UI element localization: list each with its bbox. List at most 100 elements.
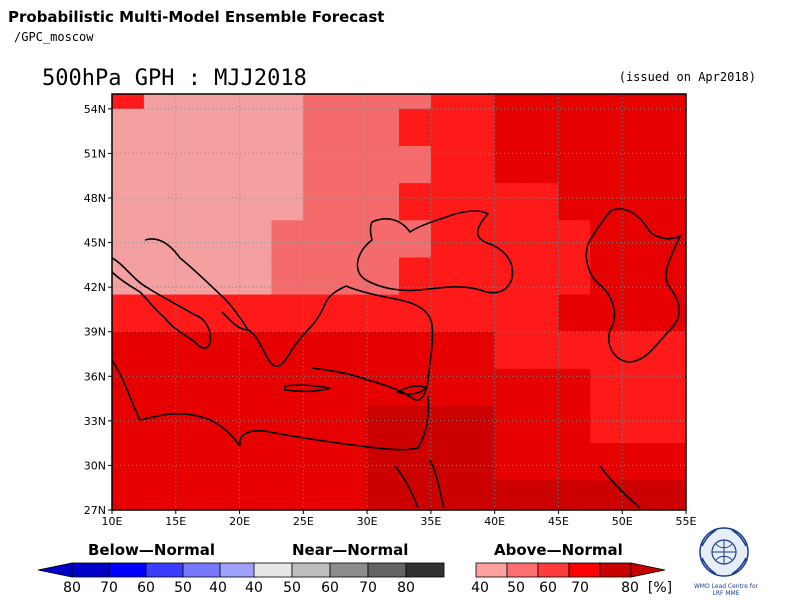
field-cell bbox=[175, 108, 209, 147]
legend-tick-label: 50 bbox=[507, 580, 525, 596]
field-cell bbox=[590, 108, 623, 147]
field-cell bbox=[494, 220, 528, 258]
field-cell bbox=[175, 183, 209, 221]
field-cell bbox=[430, 480, 464, 511]
field-cell bbox=[143, 368, 177, 407]
legend-tick-label: 50 bbox=[174, 580, 192, 596]
field-cell bbox=[622, 220, 655, 258]
lat-label: 51N bbox=[84, 147, 106, 160]
field-cell bbox=[239, 294, 272, 333]
field-cell bbox=[335, 294, 368, 333]
coast-red-sea bbox=[394, 459, 641, 509]
field-cell bbox=[367, 406, 400, 444]
legend-swatch bbox=[475, 562, 508, 578]
field-cell bbox=[303, 183, 336, 221]
field-cell bbox=[526, 368, 559, 407]
field-cell bbox=[494, 480, 528, 511]
field-cell bbox=[430, 146, 464, 184]
field-cell bbox=[271, 443, 304, 481]
field-cell bbox=[112, 443, 145, 481]
field-cell bbox=[303, 368, 336, 407]
field-cell bbox=[654, 257, 687, 296]
legend-tick-label: 60 bbox=[321, 580, 339, 596]
field-cell bbox=[430, 406, 464, 444]
legend-tick-label: 50 bbox=[283, 580, 301, 596]
field-cell bbox=[462, 94, 496, 110]
field-cell bbox=[590, 94, 623, 110]
field-cell bbox=[622, 331, 655, 370]
field-cell bbox=[399, 146, 432, 184]
field-cell bbox=[367, 331, 400, 370]
field-cell bbox=[175, 480, 209, 511]
lon-label: 55E bbox=[676, 515, 697, 528]
legend-arrow bbox=[37, 562, 73, 578]
field-cell bbox=[175, 146, 209, 184]
field-cell bbox=[622, 368, 655, 407]
map-frame bbox=[111, 93, 687, 511]
map-title: 500hPa GPH : MJJ2018 bbox=[42, 66, 307, 91]
field-cell bbox=[143, 108, 177, 147]
field-cell bbox=[367, 183, 400, 221]
field-cell bbox=[430, 368, 464, 407]
legend-swatch bbox=[537, 562, 570, 578]
field-cell bbox=[303, 220, 336, 258]
field-cell bbox=[175, 443, 209, 481]
field-cell bbox=[175, 406, 209, 444]
field-cell bbox=[526, 406, 559, 444]
field-cell bbox=[112, 108, 145, 147]
field-cell bbox=[558, 108, 591, 147]
coast-cyprus bbox=[396, 385, 428, 395]
field-cell bbox=[590, 480, 623, 511]
lat-label: 36N bbox=[84, 370, 106, 383]
field-cell bbox=[558, 368, 591, 407]
legend-swatch bbox=[367, 562, 407, 578]
coast-italy bbox=[111, 257, 212, 349]
field-cell bbox=[112, 331, 145, 370]
field-cell bbox=[526, 183, 559, 221]
coast-turkey bbox=[311, 285, 434, 401]
field-cell bbox=[303, 443, 336, 481]
field-cell bbox=[239, 443, 272, 481]
field-cell bbox=[303, 146, 336, 184]
field-cell bbox=[112, 94, 145, 110]
field-cell bbox=[239, 146, 272, 184]
field-cell bbox=[558, 331, 591, 370]
field-cell bbox=[399, 108, 432, 147]
field-cell bbox=[239, 257, 272, 296]
field-cell bbox=[335, 183, 368, 221]
field-cell bbox=[367, 480, 400, 511]
field-cell bbox=[239, 94, 272, 110]
field-cell bbox=[462, 406, 496, 444]
legend-tick-label: 40 bbox=[471, 580, 489, 596]
field-cell bbox=[526, 220, 559, 258]
legend-tick-label: 70 bbox=[571, 580, 589, 596]
coast-greece bbox=[247, 285, 347, 368]
field-cell bbox=[367, 368, 400, 407]
field-cell bbox=[367, 294, 400, 333]
field-cell bbox=[112, 406, 145, 444]
field-cell bbox=[526, 94, 559, 110]
field-cell bbox=[622, 480, 655, 511]
legend-swatch bbox=[219, 562, 258, 578]
field-cell bbox=[622, 257, 655, 296]
field-cell bbox=[303, 480, 336, 511]
legend-swatch bbox=[71, 562, 110, 578]
field-cell bbox=[558, 480, 591, 511]
field-cell bbox=[143, 94, 177, 110]
field-cell bbox=[271, 406, 304, 444]
field-cell bbox=[303, 108, 336, 147]
probability-field bbox=[112, 94, 687, 511]
field-cell bbox=[526, 480, 559, 511]
legend-swatch bbox=[108, 562, 147, 578]
field-cell bbox=[335, 406, 368, 444]
field-cell bbox=[654, 368, 687, 407]
coastlines bbox=[111, 208, 682, 509]
field-cell bbox=[271, 108, 304, 147]
field-cell bbox=[430, 294, 464, 333]
logo-line-1: WMO Lead Centre for bbox=[693, 583, 759, 590]
issued-date: (issued on Apr2018) bbox=[618, 70, 756, 84]
field-cell bbox=[112, 480, 145, 511]
field-cell bbox=[143, 480, 177, 511]
field-cell bbox=[175, 368, 209, 407]
